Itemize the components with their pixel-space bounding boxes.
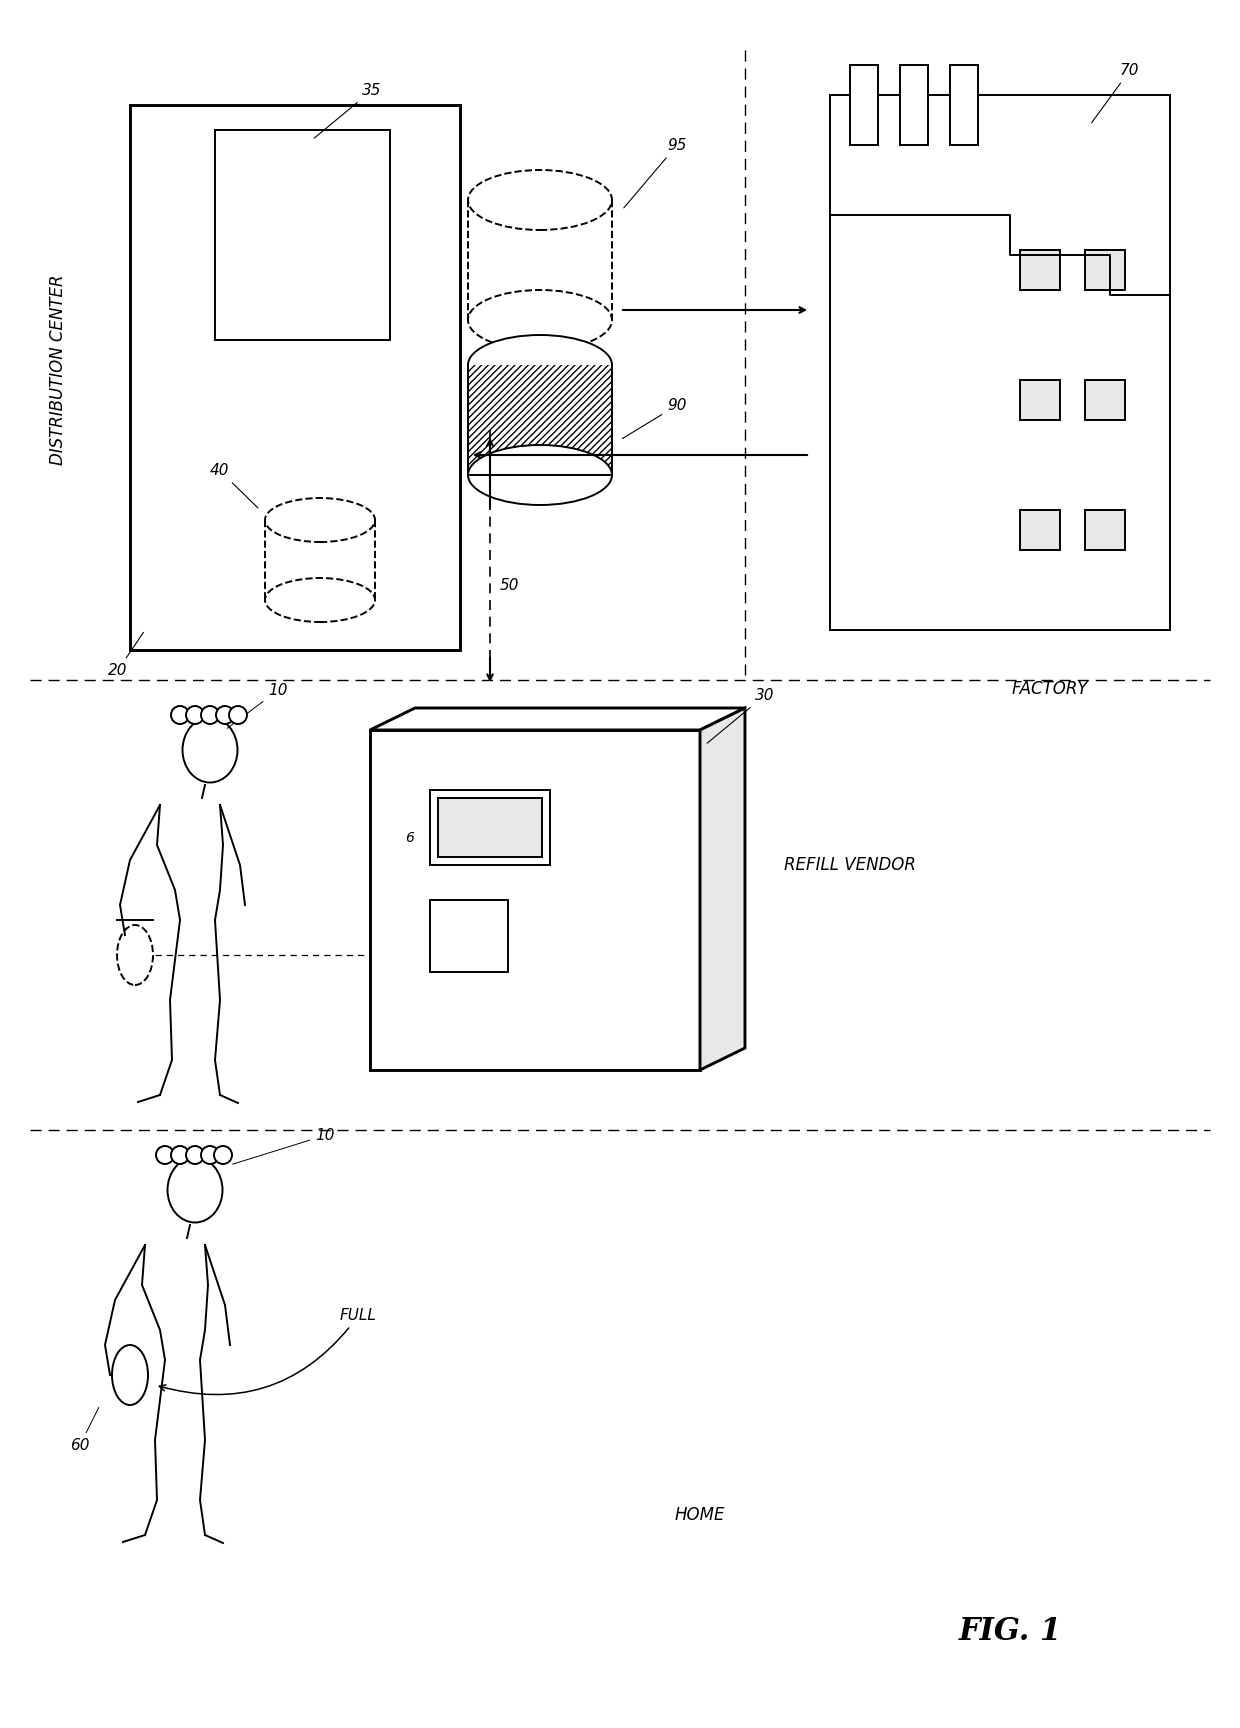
- Bar: [1085, 251, 1125, 290]
- Bar: [830, 95, 1171, 631]
- Ellipse shape: [171, 1146, 188, 1165]
- Bar: [900, 66, 928, 145]
- Bar: [467, 365, 613, 475]
- Text: 40: 40: [210, 463, 258, 508]
- Ellipse shape: [201, 707, 219, 724]
- Ellipse shape: [156, 1146, 174, 1165]
- Ellipse shape: [265, 577, 374, 622]
- Ellipse shape: [467, 446, 613, 505]
- Bar: [950, 66, 978, 145]
- Bar: [438, 798, 542, 857]
- Ellipse shape: [117, 924, 153, 985]
- Ellipse shape: [186, 707, 205, 724]
- Text: 30: 30: [707, 688, 775, 743]
- Text: 10: 10: [227, 683, 288, 727]
- Text: REFILL VENDOR: REFILL VENDOR: [784, 855, 916, 874]
- Bar: [215, 130, 391, 340]
- Bar: [1021, 251, 1060, 290]
- Text: 90: 90: [622, 397, 687, 439]
- Ellipse shape: [182, 717, 238, 783]
- Text: 20: 20: [108, 632, 144, 677]
- Ellipse shape: [467, 169, 613, 230]
- Text: HOME: HOME: [675, 1507, 725, 1524]
- Polygon shape: [370, 708, 745, 729]
- Text: FACTORY: FACTORY: [1012, 681, 1089, 698]
- Ellipse shape: [467, 335, 613, 396]
- Ellipse shape: [112, 1344, 148, 1405]
- Polygon shape: [701, 708, 745, 1070]
- Ellipse shape: [186, 1146, 205, 1165]
- Ellipse shape: [201, 1146, 219, 1165]
- Bar: [130, 105, 460, 650]
- Bar: [430, 900, 508, 971]
- Bar: [849, 66, 878, 145]
- Text: 50: 50: [500, 577, 520, 593]
- Text: FIG. 1: FIG. 1: [959, 1616, 1061, 1647]
- Text: 70: 70: [1091, 62, 1140, 123]
- Text: 60: 60: [69, 1408, 99, 1453]
- Bar: [1021, 380, 1060, 420]
- Bar: [1085, 380, 1125, 420]
- Ellipse shape: [265, 498, 374, 543]
- Ellipse shape: [171, 707, 188, 724]
- Text: FULL: FULL: [159, 1308, 377, 1394]
- Ellipse shape: [216, 707, 234, 724]
- Bar: [1085, 510, 1125, 550]
- Text: 10: 10: [233, 1128, 335, 1165]
- Ellipse shape: [215, 1146, 232, 1165]
- Ellipse shape: [229, 707, 247, 724]
- Bar: [1021, 510, 1060, 550]
- Text: 6: 6: [405, 831, 414, 845]
- Text: 95: 95: [624, 138, 687, 207]
- Ellipse shape: [167, 1158, 222, 1222]
- Text: 35: 35: [314, 83, 382, 138]
- Ellipse shape: [467, 290, 613, 351]
- Bar: [370, 729, 701, 1070]
- Text: DISTRIBUTION CENTER: DISTRIBUTION CENTER: [50, 275, 67, 465]
- Bar: [430, 790, 551, 866]
